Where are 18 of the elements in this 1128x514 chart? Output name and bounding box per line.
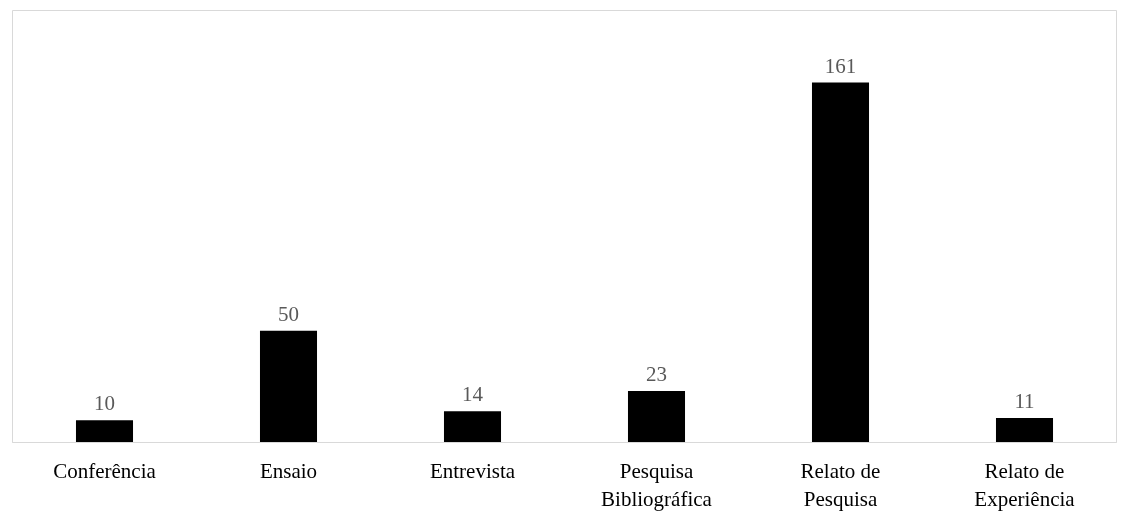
bar [443, 411, 502, 443]
x-tick-label: Entrevista [429, 458, 516, 483]
data-label: 23 [646, 362, 667, 387]
data-label: 161 [824, 53, 857, 78]
x-tick-label: Conferência [53, 458, 157, 483]
bar [811, 82, 870, 443]
bar [259, 330, 318, 443]
x-tick-label: Relato de Experiência [974, 458, 1076, 512]
x-tick-label: Relato de Pesquisa [800, 458, 881, 512]
x-tick-label: Ensaio [259, 458, 318, 483]
bar [995, 417, 1054, 443]
data-label: 11 [1014, 388, 1035, 413]
bar [627, 391, 686, 443]
data-label: 14 [462, 382, 484, 407]
data-label: 10 [94, 391, 115, 416]
x-tick-label: Pesquisa Bibliográfica [601, 458, 713, 512]
data-label: 50 [278, 301, 299, 326]
bar [75, 420, 134, 443]
